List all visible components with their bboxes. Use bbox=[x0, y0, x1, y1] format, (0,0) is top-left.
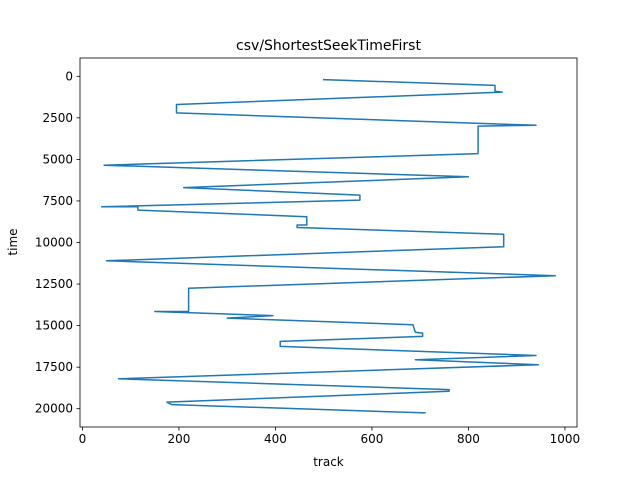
y-tick-label: 15000 bbox=[35, 319, 73, 333]
y-tick-label: 12500 bbox=[35, 277, 73, 291]
x-axis-label: track bbox=[313, 455, 344, 469]
x-tick-label: 1000 bbox=[550, 432, 581, 446]
x-tick-label: 0 bbox=[79, 432, 87, 446]
x-tick-label: 400 bbox=[264, 432, 287, 446]
x-tick-label: 800 bbox=[457, 432, 480, 446]
y-axis-label: time bbox=[6, 228, 20, 255]
chart-title: csv/ShortestSeekTimeFirst bbox=[236, 38, 421, 54]
y-tick-label: 17500 bbox=[35, 360, 73, 374]
y-tick-label: 7500 bbox=[42, 194, 73, 208]
y-tick-label: 2500 bbox=[42, 111, 73, 125]
x-tick-label: 200 bbox=[167, 432, 190, 446]
plot-area: 0 200 400 600 800 100002500500075001000012500… bbox=[35, 57, 581, 446]
x-tick-label: 600 bbox=[360, 432, 383, 446]
series-line-0 bbox=[100, 78, 557, 414]
y-tick-label: 10000 bbox=[35, 236, 73, 250]
y-tick-label: 0 bbox=[65, 69, 73, 83]
y-tick-label: 5000 bbox=[42, 152, 73, 166]
y-tick-label: 20000 bbox=[35, 402, 73, 416]
